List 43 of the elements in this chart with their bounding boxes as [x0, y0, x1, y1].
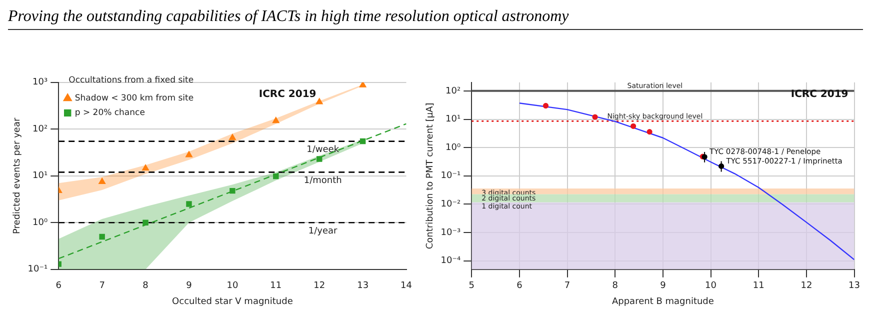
y-tick-label: 10⁻² — [440, 200, 461, 210]
y-tick-label: 10¹ — [32, 171, 48, 182]
y-tick-label: 10⁻⁴ — [440, 256, 461, 266]
x-tick-label: 7 — [564, 281, 570, 292]
x-tick-label: 11 — [270, 281, 282, 292]
legend-label: p > 20% chance — [74, 108, 145, 118]
annotation: ICRC 2019 — [790, 88, 848, 100]
x-tick-label: 10 — [705, 281, 717, 292]
y-axis-title: Predicted events per year — [12, 118, 23, 234]
x-tick-label: 12 — [800, 281, 812, 292]
x-tick-label: 13 — [848, 281, 860, 292]
legend-title: Occultations from a fixed site — [68, 75, 194, 86]
annotation: ICRC 2019 — [258, 88, 316, 100]
x-tick-label: 6 — [56, 281, 62, 292]
legend-label: Shadow < 300 km from site — [74, 94, 194, 104]
x-tick-label: 5 — [468, 281, 474, 292]
y-tick-label: 10⁰ — [32, 218, 48, 228]
x-tick-label: 7 — [99, 281, 105, 292]
chart-title: Proving the outstanding capabilities of IACTs in high time resolution optical astronomy — [8, 8, 863, 30]
y-tick-label: 10² — [32, 124, 48, 134]
x-tick-label: 6 — [516, 281, 523, 292]
x-axis-title: Occulted star V magnitude — [172, 296, 294, 307]
x-tick-label: 12 — [314, 281, 326, 292]
y-tick-label: 10¹ — [446, 114, 461, 125]
y-axis-title: Contribution to PMT current [μA] — [426, 102, 436, 250]
y-tick-label: 10⁻³ — [440, 228, 461, 238]
y-tick-label: 10⁻¹ — [28, 264, 48, 275]
x-tick-label: 9 — [186, 281, 192, 292]
ref-line-label: 1/month — [304, 176, 342, 186]
x-tick-label: 13 — [357, 281, 369, 292]
y-tick-label: 10⁻¹ — [440, 171, 461, 182]
y-tick-label: 10² — [446, 86, 461, 96]
x-axis-title: Apparent B magnitude — [612, 296, 714, 307]
x-tick-label: 9 — [660, 281, 666, 292]
ref-line-label: 1/week — [306, 145, 340, 156]
x-tick-label: 8 — [142, 281, 149, 292]
x-tick-label: 8 — [612, 281, 618, 292]
x-tick-label: 11 — [752, 281, 764, 292]
ref-line-label: 1/year — [308, 226, 338, 236]
x-tick-label: 10 — [226, 281, 238, 292]
y-tick-label: 10⁰ — [446, 142, 461, 153]
y-tick-label: 10³ — [32, 78, 48, 88]
x-tick-label: 14 — [400, 281, 412, 292]
